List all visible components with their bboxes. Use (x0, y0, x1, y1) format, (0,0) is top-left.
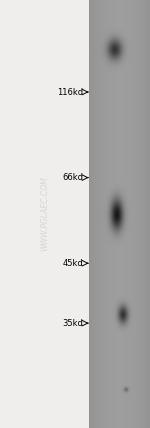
Text: 116kd: 116kd (57, 87, 83, 97)
Text: 35kd: 35kd (62, 318, 83, 328)
Text: WWW.PGLAEC.COM: WWW.PGLAEC.COM (40, 177, 50, 251)
Text: 45kd: 45kd (63, 259, 83, 268)
Text: 66kd: 66kd (62, 173, 83, 182)
